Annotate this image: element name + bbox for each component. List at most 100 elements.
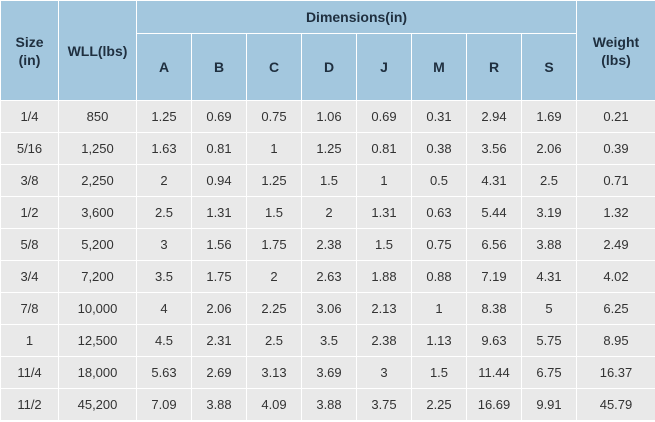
table-cell: 8.95 [576,324,655,357]
table-cell: 850 [58,100,137,133]
table-cell: 0.63 [411,196,467,229]
table-cell: 5.63 [136,356,192,389]
header-weight: Weight (lbs) [576,0,655,101]
table-cell: 2.38 [301,228,357,261]
header-row-top: Size (in) WLL(lbs) Dimensions(in) Weight(… [0,0,655,101]
table-cell: 1/2 [0,196,59,229]
table-cell: 45,200 [58,388,137,421]
table-cell: 18,000 [58,356,137,389]
table-cell: 4.31 [466,164,522,197]
table-cell: 4.5 [136,324,192,357]
table-cell: 2,250 [58,164,137,197]
table-cell: 0.21 [576,100,655,133]
table-cell: 2 [136,164,192,197]
table-cell: 3.06 [301,292,357,325]
table-cell: 1 [0,324,59,357]
table-cell: 1.06 [301,100,357,133]
table-cell: 9.91 [521,388,577,421]
table-cell: 45.79 [576,388,655,421]
table-cell: 3/8 [0,164,59,197]
table-cell: 3/4 [0,260,59,293]
header-dim-s: S [521,33,577,101]
header-dim-b: B [191,33,247,101]
header-size-label: Size (in) [15,33,44,68]
table-cell: 1.69 [521,100,577,133]
table-row: 1 12,500 4.5 2.31 2.5 3.5 2.38 1.13 9.63 5.75 8.95 [0,324,655,357]
table-cell: 12,500 [58,324,137,357]
table-cell: 5,200 [58,228,137,261]
table-cell: 1.31 [191,196,247,229]
table-cell: 6.56 [466,228,522,261]
table-cell: 7.19 [466,260,522,293]
table-cell: 3.5 [136,260,192,293]
table-body: 1/4 850 1.25 0.69 0.75 1.06 0.69 0.31 2.94 1.69 0.… [0,100,655,421]
table-row: 7/8 10,000 4 2.06 2.25 3.06 2.13 1 8.38 5 6.25 [0,292,655,325]
table-cell: 4.09 [246,388,302,421]
table-cell: 3.69 [301,356,357,389]
table-cell: 11/2 [0,388,59,421]
table-row: 5/16 1,250 1.63 0.81 1 1.25 0.81 0.38 3.56 2.06 0.… [0,132,655,165]
header-dim-r: R [466,33,522,101]
table-cell: 8.38 [466,292,522,325]
table-cell: 3.13 [246,356,302,389]
table-cell: 2.25 [246,292,302,325]
table-cell: 6.25 [576,292,655,325]
header-size: Size (in) [0,0,59,101]
table-cell: 1.75 [191,260,247,293]
table-cell: 3.19 [521,196,577,229]
table-cell: 11.44 [466,356,522,389]
table-cell: 2.5 [246,324,302,357]
table-cell: 1.13 [411,324,467,357]
header-dim-c: C [246,33,302,101]
table-cell: 3.88 [521,228,577,261]
table-cell: 16.37 [576,356,655,389]
table-cell: 6.75 [521,356,577,389]
table-cell: 0.69 [356,100,412,133]
table-cell: 1.5 [356,228,412,261]
table-cell: 1.31 [356,196,412,229]
table-cell: 1 [356,164,412,197]
table-cell: 5/16 [0,132,59,165]
table-cell: 2.69 [191,356,247,389]
table-cell: 9.63 [466,324,522,357]
table-cell: 4.31 [521,260,577,293]
table-cell: 0.5 [411,164,467,197]
table-cell: 0.39 [576,132,655,165]
table-row: 3/4 7,200 3.5 1.75 2 2.63 1.88 0.88 7.19 4.31 4.02 [0,260,655,293]
table-cell: 3 [356,356,412,389]
table-cell: 5.44 [466,196,522,229]
table-cell: 1.5 [246,196,302,229]
table-row: 5/8 5,200 3 1.56 1.75 2.38 1.5 0.75 6.56 3.88 2.49 [0,228,655,261]
table-cell: 1.25 [301,132,357,165]
table-cell: 1.88 [356,260,412,293]
table-cell: 2.38 [356,324,412,357]
header-wll: WLL(lbs) [58,0,137,101]
table-cell: 3 [136,228,192,261]
table-cell: 10,000 [58,292,137,325]
table-row: 11/2 45,200 7.09 3.88 4.09 3.88 3.75 2.25 16.69 9… [0,388,655,421]
table-cell: 1.32 [576,196,655,229]
table-cell: 5/8 [0,228,59,261]
table-cell: 2.25 [411,388,467,421]
table-cell: 5 [521,292,577,325]
table-cell: 0.31 [411,100,467,133]
table-row: 3/8 2,250 2 0.94 1.25 1.5 1 0.5 4.31 2.5 0.71 [0,164,655,197]
table-cell: 3,600 [58,196,137,229]
table-cell: 0.75 [246,100,302,133]
table-cell: 0.81 [191,132,247,165]
table-cell: 0.75 [411,228,467,261]
table-row: 11/4 18,000 5.63 2.69 3.13 3.69 3 1.5 11.44 6.75 1… [0,356,655,389]
table-cell: 11/4 [0,356,59,389]
table-cell: 1.25 [136,100,192,133]
table-cell: 3.56 [466,132,522,165]
header-dim-a: A [136,33,192,101]
header-dim-d: D [301,33,357,101]
header-weight-label: Weight (lbs) [592,33,640,68]
table-cell: 1.5 [411,356,467,389]
table-cell: 1.25 [246,164,302,197]
table-cell: 2.31 [191,324,247,357]
table-cell: 2.06 [191,292,247,325]
table-cell: 0.71 [576,164,655,197]
table-cell: 2.49 [576,228,655,261]
table-cell: 7/8 [0,292,59,325]
